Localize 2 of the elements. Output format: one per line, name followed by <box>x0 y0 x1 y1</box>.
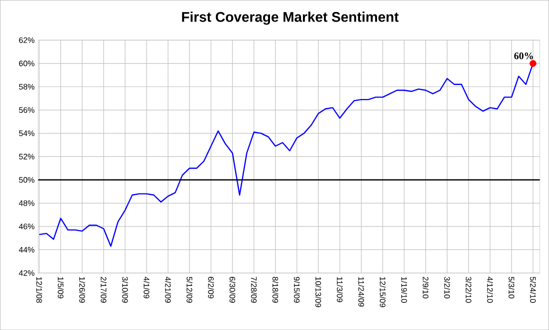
chart-title: First Coverage Market Sentiment <box>182 12 399 25</box>
data-label: 60% <box>514 52 533 60</box>
